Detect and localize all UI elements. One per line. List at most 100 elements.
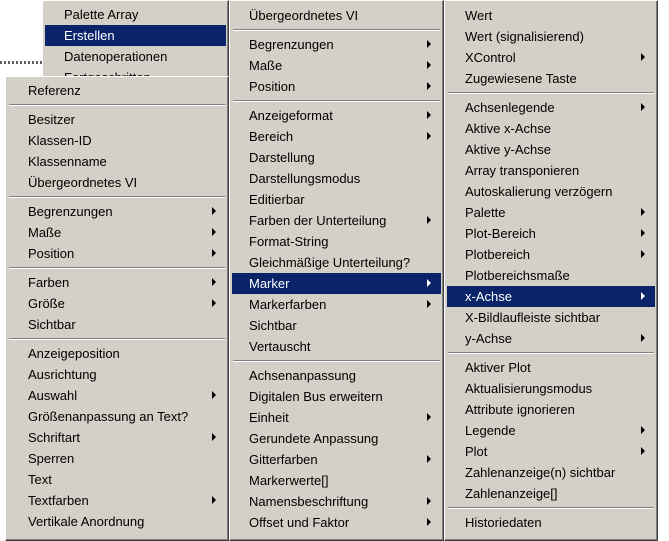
menu-item[interactable]: Einheit	[232, 407, 441, 428]
menu-item[interactable]: Vertikale Anordnung	[8, 511, 226, 532]
menu-item[interactable]: Namensbeschriftung	[232, 491, 441, 512]
menu-item[interactable]: Autoskalierung verzögern	[447, 181, 655, 202]
menu-item[interactable]: Besitzer	[8, 109, 226, 130]
menu-item[interactable]: Ausrichtung	[8, 364, 226, 385]
submenu-arrow	[427, 61, 431, 69]
menu-item[interactable]: Sichtbar	[8, 314, 226, 335]
menu-item-label: Schriftart	[28, 430, 81, 445]
menu-item-label: Aktualisierungsmodus	[465, 381, 593, 396]
menu-item[interactable]: Bereich	[232, 126, 441, 147]
menu-item[interactable]: Vertauscht	[232, 336, 441, 357]
menu-item[interactable]: Wert (signalisierend)	[447, 26, 655, 47]
submenu-arrow	[641, 229, 645, 237]
menu-item-label: Farben der Unterteilung	[249, 213, 387, 228]
menu-item[interactable]: Attribute ignorieren	[447, 399, 655, 420]
menu-item[interactable]: Historiedaten	[447, 512, 655, 533]
menu-item-label: Wert	[465, 8, 493, 23]
menu-item[interactable]: Zugewiesene Taste	[447, 68, 655, 89]
menu-item[interactable]: Größe	[8, 293, 226, 314]
menu-item[interactable]: Farben	[8, 272, 226, 293]
menu-item[interactable]: Begrenzungen	[232, 34, 441, 55]
menu-item[interactable]: Aktive y-Achse	[447, 139, 655, 160]
menu-item[interactable]: Erstellen	[45, 25, 226, 46]
submenu-arrow	[427, 497, 431, 505]
menu-item[interactable]: Gerundete Anpassung	[232, 428, 441, 449]
menu-item[interactable]: Referenz	[8, 80, 226, 101]
submenu-arrow	[641, 53, 645, 61]
menu-item-label: Vertikale Anordnung	[28, 514, 145, 529]
menu-item-label: Offset und Faktor	[249, 515, 350, 530]
menu-item[interactable]: Plot	[447, 441, 655, 462]
menu-item[interactable]: Gleichmäßige Unterteilung?	[232, 252, 441, 273]
menu-item-label: Anzeigeformat	[249, 108, 333, 123]
menu-item[interactable]: Anzeigeposition	[8, 343, 226, 364]
menu-item[interactable]: Text	[8, 469, 226, 490]
menu-item-label: Darstellung	[249, 150, 315, 165]
menu-item[interactable]: Darstellungsmodus	[232, 168, 441, 189]
menu-separator	[447, 504, 655, 512]
menu-item[interactable]: Offset und Faktor	[232, 512, 441, 533]
menu-item-label: Markerwerte[]	[249, 473, 329, 488]
menu-item[interactable]: Datenoperationen	[45, 46, 226, 67]
menu-item[interactable]: Aktive x-Achse	[447, 118, 655, 139]
menu-item[interactable]: Markerfarben	[232, 294, 441, 315]
menu-item[interactable]: Marker	[232, 273, 441, 294]
submenu-arrow	[427, 216, 431, 224]
menu-item[interactable]: Übergeordnetes VI	[232, 5, 441, 26]
submenu-arrow	[641, 426, 645, 434]
submenu-arrow	[427, 455, 431, 463]
menu-item[interactable]: Wert	[447, 5, 655, 26]
menu-item[interactable]: Achsenlegende	[447, 97, 655, 118]
submenu-arrow	[427, 40, 431, 48]
menu-item[interactable]: Position	[232, 76, 441, 97]
menu-item[interactable]: Plot-Bereich	[447, 223, 655, 244]
menu-item[interactable]: Begrenzungen	[8, 201, 226, 222]
menu-item[interactable]: Gitterfarben	[232, 449, 441, 470]
menu-item[interactable]: Sperren	[8, 448, 226, 469]
menu-item-label: Achsenlegende	[465, 100, 555, 115]
menu-item[interactable]: Editierbar	[232, 189, 441, 210]
menu-item[interactable]: Anzeigeformat	[232, 105, 441, 126]
menu-item-label: x-Achse	[465, 289, 512, 304]
menu-item[interactable]: Sichtbar	[232, 315, 441, 336]
menu-item-label: Ausrichtung	[28, 367, 97, 382]
menu-item[interactable]: Legende	[447, 420, 655, 441]
menu-item[interactable]: Maße	[232, 55, 441, 76]
menu-item[interactable]: Größenanpassung an Text?	[8, 406, 226, 427]
menu-item[interactable]: Aktualisierungsmodus	[447, 378, 655, 399]
menu-item[interactable]: Textfarben	[8, 490, 226, 511]
menu-item[interactable]: XControl	[447, 47, 655, 68]
submenu-arrow	[212, 391, 216, 399]
menu-item[interactable]: Array transponieren	[447, 160, 655, 181]
menu-item[interactable]: Plotbereichsmaße	[447, 265, 655, 286]
menu-item[interactable]: y-Achse	[447, 328, 655, 349]
menu-item-label: X-Bildlaufleiste sichtbar	[465, 310, 601, 325]
menu-item[interactable]: Darstellung	[232, 147, 441, 168]
menu-item[interactable]: Digitalen Bus erweitern	[232, 386, 441, 407]
menu-item[interactable]: Format-String	[232, 231, 441, 252]
menu-item[interactable]: Klassen-ID	[8, 130, 226, 151]
menu-item[interactable]: Zahlenanzeige(n) sichtbar	[447, 462, 655, 483]
menu-item[interactable]: Übergeordnetes VI	[8, 172, 226, 193]
menu-item[interactable]: Zahlenanzeige[]	[447, 483, 655, 504]
menu-item[interactable]: Maße	[8, 222, 226, 243]
menu-item[interactable]: X-Bildlaufleiste sichtbar	[447, 307, 655, 328]
menu-item-label: Zahlenanzeige(n) sichtbar	[465, 465, 616, 480]
menu-item[interactable]: Farben der Unterteilung	[232, 210, 441, 231]
submenu-arrow	[641, 447, 645, 455]
menu-item[interactable]: Position	[8, 243, 226, 264]
menu-item[interactable]: Achsenanpassung	[232, 365, 441, 386]
menu-item[interactable]: Aktiver Plot	[447, 357, 655, 378]
menu-item-label: Größe	[28, 296, 65, 311]
menu-item[interactable]: x-Achse	[447, 286, 655, 307]
menu-item[interactable]: Klassenname	[8, 151, 226, 172]
menu-item-label: Darstellungsmodus	[249, 171, 361, 186]
submenu-arrow	[427, 279, 431, 287]
menu-item[interactable]: Plotbereich	[447, 244, 655, 265]
menu-item[interactable]: Palette Array	[45, 4, 226, 25]
menu-item[interactable]: Auswahl	[8, 385, 226, 406]
menu-item[interactable]: Palette	[447, 202, 655, 223]
menu-item[interactable]: Schriftart	[8, 427, 226, 448]
menu-item[interactable]: Markerwerte[]	[232, 470, 441, 491]
menu-item-label: Gitterfarben	[249, 452, 318, 467]
